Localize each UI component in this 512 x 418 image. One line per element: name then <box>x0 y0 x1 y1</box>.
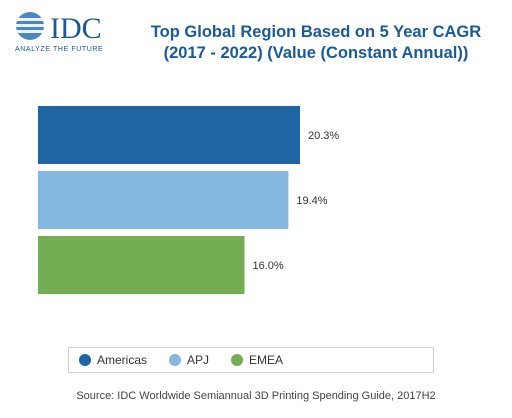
legend-swatch-apj <box>169 354 182 366</box>
data-label-apj: 19.4% <box>296 195 327 207</box>
bar-americas <box>38 106 300 164</box>
bar-apj <box>38 171 289 229</box>
source-note: Source: IDC Worldwide Semiannual 3D Prin… <box>76 390 436 402</box>
data-label-americas: 20.3% <box>308 130 339 142</box>
chart-title: Top Global Region Based on 5 Year CAGR (… <box>150 23 482 62</box>
idc-logo: IDC ANALYZE THE FUTURE <box>14 10 126 54</box>
legend-label-americas: Americas <box>97 353 148 367</box>
legend-item-apj: APJ <box>169 353 209 367</box>
legend-label-emea: EMEA <box>249 353 284 367</box>
legend-swatch-emea <box>231 354 244 366</box>
legend-item-americas: Americas <box>79 353 147 367</box>
legend-swatch-americas <box>79 354 91 366</box>
svg-text:ANALYZE THE FUTURE: ANALYZE THE FUTURE <box>15 46 103 53</box>
chart-legend: Americas APJ EMEA <box>68 347 434 373</box>
svg-text:IDC: IDC <box>50 12 102 45</box>
idc-globe-logo-icon: IDC ANALYZE THE FUTURE <box>15 12 103 53</box>
data-label-emea: 16.0% <box>253 260 284 272</box>
legend-item-emea: EMEA <box>231 353 283 367</box>
legend-label-apj: APJ <box>187 353 210 367</box>
bar-chart: 20.3% 19.4% 16.0% <box>38 106 339 294</box>
bar-emea <box>38 236 245 294</box>
